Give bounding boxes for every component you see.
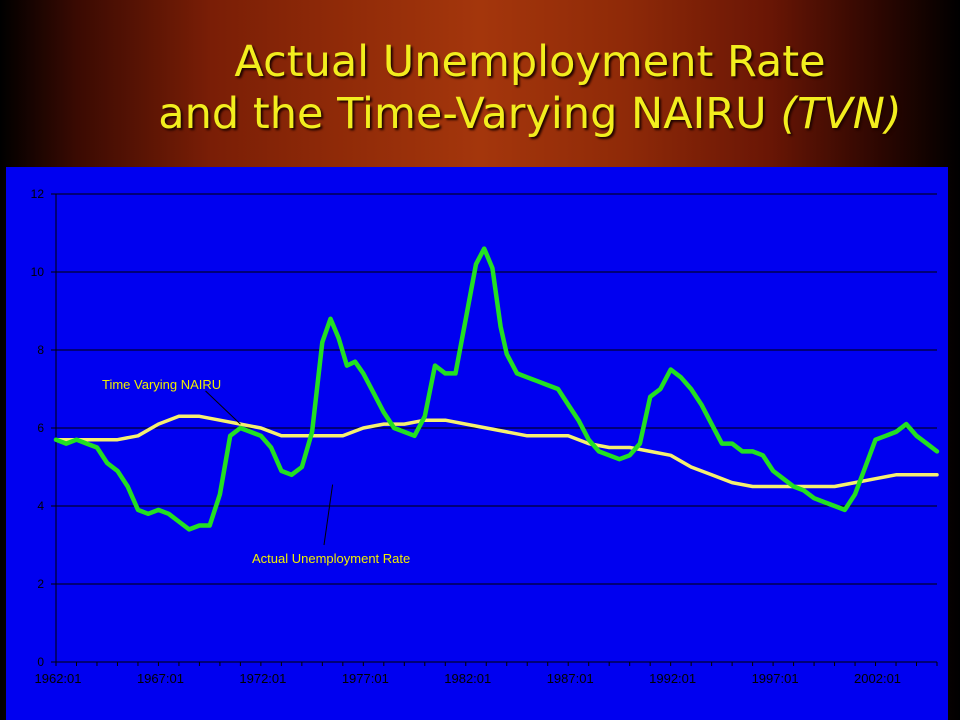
title-line-2: and the Time-Varying NAIRU (TVN) [0, 88, 960, 140]
y-tick-label: 0 [37, 655, 44, 669]
title-line-1: Actual Unemployment Rate [234, 37, 826, 87]
y-tick-label: 12 [31, 187, 45, 201]
actual-series-line [53, 246, 940, 532]
nairu-annotation-label: Time Varying NAIRU [102, 377, 221, 392]
x-tick-label: 1962:01 [35, 671, 82, 686]
actual-annotation-label: Actual Unemployment Rate [252, 551, 410, 566]
chart-panel: 0 2 4 6 8 10 12 1962:01 1967:01 1972:01 1977:01 198… [6, 167, 948, 720]
y-tick-label: 8 [37, 343, 44, 357]
x-tick-label: 1972:01 [239, 671, 286, 686]
line-chart: 0 2 4 6 8 10 12 1962:01 1967:01 1972:01 1977:01 198… [31, 187, 940, 686]
y-tick-label: 6 [37, 421, 44, 435]
title-line-2-italic: (TVN) [780, 89, 902, 139]
x-tick-label: 1967:01 [137, 671, 184, 686]
y-tick-label: 10 [31, 265, 45, 279]
title-line-2-text: and the Time-Varying NAIRU [158, 89, 781, 139]
x-tick-label: 1997:01 [752, 671, 799, 686]
actual-annotation-leader [323, 484, 334, 546]
x-tick-label: 1977:01 [342, 671, 389, 686]
nairu-annotation-leader [205, 390, 241, 425]
x-tick-label: 1992:01 [649, 671, 696, 686]
x-tick-label: 1987:01 [547, 671, 594, 686]
slide-title: Actual Unemployment Rate and the Time-Va… [0, 36, 960, 140]
x-tick-label: 2002:01 [854, 671, 901, 686]
y-tick-label: 4 [37, 499, 44, 513]
x-tick-label: 1982:01 [444, 671, 491, 686]
y-tick-label: 2 [37, 577, 44, 591]
